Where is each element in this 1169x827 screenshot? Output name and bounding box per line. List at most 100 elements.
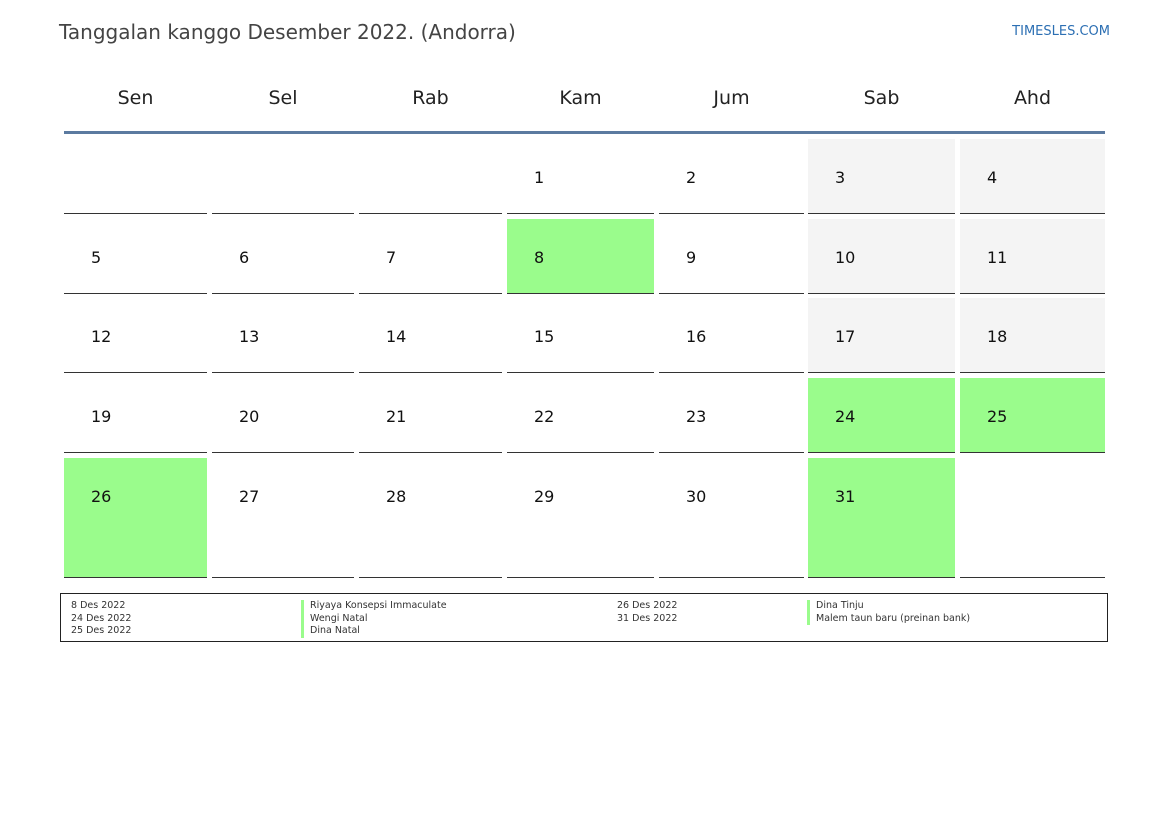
legend-item: Dina Natal xyxy=(301,625,360,638)
weekday-label: Sel xyxy=(268,87,298,109)
weekday-label: Jum xyxy=(713,87,750,109)
day-cell: 29 xyxy=(507,458,654,578)
day-cell: 22 xyxy=(507,378,654,453)
day-cell: 11 xyxy=(960,219,1105,294)
day-cell: 21 xyxy=(359,378,502,453)
legend-item: 24 Des 2022 xyxy=(71,613,131,626)
day-cell: 18 xyxy=(960,298,1105,373)
day-cell: 14 xyxy=(359,298,502,373)
day-number: 23 xyxy=(686,407,707,426)
cell-divider xyxy=(808,452,955,453)
legend-name: Dina Tinju xyxy=(816,600,864,611)
day-cell: 10 xyxy=(808,219,955,294)
legend-item: Dina Tinju xyxy=(807,600,864,613)
cell-divider xyxy=(507,293,654,294)
header-divider xyxy=(64,131,1105,134)
day-cell: 28 xyxy=(359,458,502,578)
day-number: 21 xyxy=(386,407,407,426)
cell-divider xyxy=(212,293,354,294)
day-number: 10 xyxy=(835,248,856,267)
cell-divider xyxy=(212,452,354,453)
day-number: 16 xyxy=(686,327,707,346)
empty-cell xyxy=(64,139,207,214)
legend-item: Wengi Natal xyxy=(301,612,368,625)
weekday-label: Kam xyxy=(559,87,602,109)
day-number: 31 xyxy=(835,487,856,506)
day-cell: 27 xyxy=(212,458,354,578)
cell-divider xyxy=(507,452,654,453)
day-cell: 2 xyxy=(659,139,804,214)
day-cell: 30 xyxy=(659,458,804,578)
legend-date: 8 Des 2022 xyxy=(71,600,126,611)
day-number: 1 xyxy=(534,168,545,187)
day-cell: 3 xyxy=(808,139,955,214)
legend-name: Wengi Natal xyxy=(310,612,368,624)
day-number: 6 xyxy=(239,248,250,267)
day-number: 22 xyxy=(534,407,555,426)
legend-date: 31 Des 2022 xyxy=(617,612,678,624)
legend-date: 26 Des 2022 xyxy=(617,600,678,611)
day-cell: 9 xyxy=(659,219,804,294)
cell-divider xyxy=(960,293,1105,294)
day-cell: 12 xyxy=(64,298,207,373)
day-number: 15 xyxy=(534,327,555,346)
cell-divider xyxy=(659,452,804,453)
day-number: 9 xyxy=(686,248,697,267)
day-cell: 4 xyxy=(960,139,1105,214)
legend-item: Riyaya Konsepsi Immaculate xyxy=(301,600,447,613)
legend-item: 8 Des 2022 xyxy=(71,600,125,613)
legend-name: Malem taun baru (preinan bank) xyxy=(816,612,971,624)
cell-divider xyxy=(960,577,1105,578)
day-number: 24 xyxy=(835,407,856,426)
holiday-legend: 8 Des 2022 Riyaya Konsepsi Immaculate 24… xyxy=(60,593,1108,642)
cell-divider xyxy=(659,372,804,373)
cell-divider xyxy=(359,293,502,294)
cell-divider xyxy=(808,577,955,578)
day-number: 28 xyxy=(386,487,407,506)
cell-divider xyxy=(808,213,955,214)
empty-cell xyxy=(212,139,354,214)
day-number: 7 xyxy=(386,248,397,267)
cell-divider xyxy=(659,577,804,578)
day-number: 25 xyxy=(987,407,1008,426)
day-cell: 24 xyxy=(808,378,955,453)
cell-divider xyxy=(659,293,804,294)
weekday-label: Ahd xyxy=(1013,87,1052,109)
day-number: 20 xyxy=(239,407,260,426)
cell-divider xyxy=(359,213,502,214)
day-cell: 6 xyxy=(212,219,354,294)
cell-divider xyxy=(64,213,207,214)
legend-item: Malem taun baru (preinan bank) xyxy=(807,612,971,625)
day-cell: 26 xyxy=(64,458,207,578)
cell-divider xyxy=(64,577,207,578)
legend-date: 24 Des 2022 xyxy=(71,612,132,624)
day-number: 17 xyxy=(835,327,856,346)
day-cell: 5 xyxy=(64,219,207,294)
cell-divider xyxy=(212,577,354,578)
day-number: 14 xyxy=(386,327,407,346)
day-cell: 1 xyxy=(507,139,654,214)
day-number: 29 xyxy=(534,487,555,506)
cell-divider xyxy=(359,372,502,373)
day-cell: 13 xyxy=(212,298,354,373)
day-cell: 19 xyxy=(64,378,207,453)
day-cell: 17 xyxy=(808,298,955,373)
cell-divider xyxy=(64,452,207,453)
cell-divider xyxy=(359,577,502,578)
cell-divider xyxy=(507,213,654,214)
day-number: 30 xyxy=(686,487,707,506)
site-link[interactable]: TIMESLES.COM xyxy=(1012,24,1110,39)
page-title: Tanggalan kanggo Desember 2022. (Andorra… xyxy=(59,20,516,44)
legend-item: 31 Des 2022 xyxy=(617,613,677,626)
day-number: 2 xyxy=(686,168,697,187)
weekday-header: Sen Sel Rab Kam Jum Sab Ahd xyxy=(64,80,1105,132)
day-number: 26 xyxy=(91,487,112,506)
weekday-label: Sab xyxy=(863,87,900,109)
cell-divider xyxy=(808,293,955,294)
empty-cell xyxy=(359,139,502,214)
weekday-label: Rab xyxy=(412,87,449,109)
day-cell: 8 xyxy=(507,219,654,294)
day-number: 5 xyxy=(91,248,102,267)
cell-divider xyxy=(212,372,354,373)
day-cell: 15 xyxy=(507,298,654,373)
